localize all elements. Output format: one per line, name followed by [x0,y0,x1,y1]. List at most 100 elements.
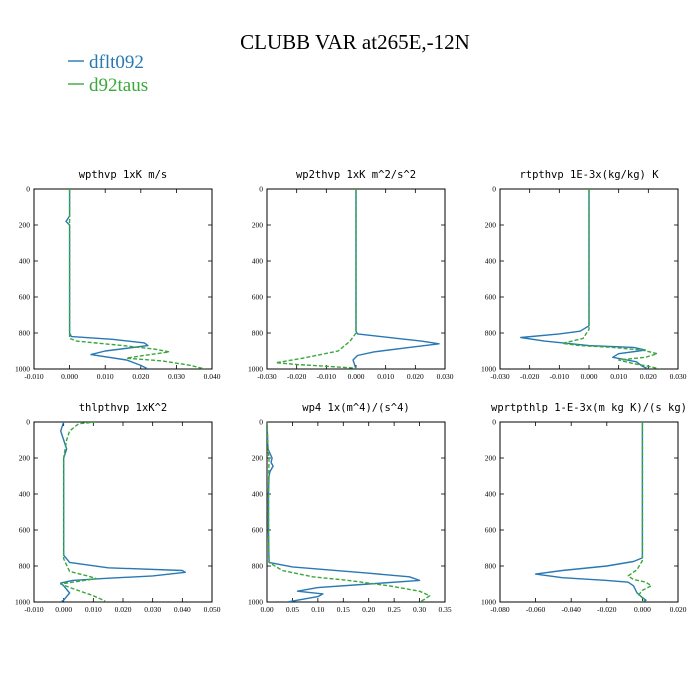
x-tick-label: 0.010 [85,605,102,614]
x-tick-label: 0.25 [388,605,401,614]
y-tick-label: 200 [19,221,31,230]
series-line-d92taus [275,189,357,369]
x-tick-label: 0.010 [97,372,114,381]
legend-label-d92taus: d92taus [89,75,148,96]
panel-title: wpthvp 1xK m/s [79,169,168,181]
y-tick-label: 1000 [248,365,263,374]
y-tick-label: 600 [252,293,264,302]
y-tick-label: 200 [19,454,31,463]
x-tick-label: 0.030 [437,372,454,381]
x-tick-label: -0.030 [257,372,277,381]
y-tick-label: 0 [492,185,496,194]
y-tick-label: 1000 [481,365,496,374]
x-tick-label: 0.040 [204,372,221,381]
y-tick-label: 800 [485,329,497,338]
x-tick-label: -0.010 [24,372,44,381]
x-tick-label: 0.000 [634,605,651,614]
y-tick-label: 600 [19,526,31,535]
y-tick-label: 200 [252,454,264,463]
x-tick-label: 0.020 [132,372,149,381]
panel-6: wprtpthlp 1-E-3x(m kg K)/(s kg) -0.080 -0.… [481,402,687,614]
series-line-dflt092 [60,422,186,602]
y-tick-label: 400 [19,490,31,499]
series-line-d92taus [267,422,431,602]
series-line-d92taus [60,422,106,602]
legend-label-dflt092: dflt092 [89,52,144,73]
y-tick-label: 400 [19,257,31,266]
y-tick-label: 400 [485,490,497,499]
y-tick-label: 0 [259,418,263,427]
y-tick-label: 200 [485,221,497,230]
x-tick-label: 0.10 [311,605,324,614]
y-tick-label: 0 [26,418,30,427]
y-tick-label: 600 [485,293,497,302]
panel-3: rtpthvp 1E-3x(kg/kg) K -0.030 -0.020 -0.010… [481,169,687,381]
y-tick-label: 800 [252,329,264,338]
x-tick-label: 0.000 [581,372,598,381]
x-tick-label: 0.000 [55,605,72,614]
plot-frame [266,421,446,603]
panel-title: wp2thvp 1xK m^2/s^2 [296,169,416,181]
x-tick-label: 0.00 [260,605,273,614]
panel-1: wpthvp 1xK m/s -0.010 0.000 0.010 0.020 0.030… [15,169,221,381]
x-tick-label: -0.060 [526,605,546,614]
x-tick-label: 0.030 [144,605,161,614]
y-tick-label: 1000 [15,365,30,374]
plot-frame [33,421,213,603]
y-tick-label: 200 [252,221,264,230]
x-tick-label: 0.30 [413,605,426,614]
x-tick-label: -0.030 [490,372,510,381]
x-tick-label: 0.030 [168,372,185,381]
x-tick-label: 0.20 [362,605,375,614]
y-tick-label: 800 [252,562,264,571]
x-tick-label: -0.010 [24,605,44,614]
y-tick-label: 1000 [481,598,496,607]
x-tick-label: 0.000 [61,372,78,381]
panel-title: thlpthvp 1xK^2 [79,402,168,414]
x-tick-label: -0.020 [520,372,540,381]
y-tick-label: 400 [252,490,264,499]
figure-title: CLUBB VAR at265E,-12N [240,30,470,54]
y-tick-label: 800 [19,329,31,338]
x-tick-label: 0.05 [286,605,299,614]
series-line-d92taus [68,189,206,369]
panel-5: wp4 1x(m^4)/(s^4) 0.00 0.05 0.10 0.15 0.20 0.2… [248,402,452,614]
plot-frame [33,188,213,370]
x-tick-label: 0.010 [610,372,627,381]
panel-title: wp4 1x(m^4)/(s^4) [302,402,409,414]
series-line-dflt092 [352,189,440,369]
x-tick-label: 0.010 [377,372,394,381]
y-tick-label: 600 [485,526,497,535]
y-tick-label: 600 [252,526,264,535]
panel-title: wprtpthlp 1-E-3x(m kg K)/(s kg) [491,402,687,414]
x-tick-label: 0.020 [407,372,424,381]
x-tick-label: 0.35 [438,605,451,614]
y-tick-label: 0 [259,185,263,194]
y-tick-label: 400 [252,257,264,266]
x-tick-label: -0.020 [287,372,307,381]
x-tick-label: -0.010 [550,372,570,381]
legend: dflt092 d92taus [68,52,148,96]
x-tick-label: 0.020 [670,605,687,614]
y-tick-label: 1000 [248,598,263,607]
series-line-d92taus [627,422,652,602]
y-tick-label: 400 [485,257,497,266]
panel-title: rtpthvp 1E-3x(kg/kg) K [519,169,659,181]
plot-frame [499,421,679,603]
panels: wpthvp 1xK m/s-0.010 0.000 0.010 0.020 0.030… [15,169,687,614]
y-tick-label: 1000 [15,598,30,607]
y-tick-label: 0 [492,418,496,427]
series-line-dflt092 [267,422,421,602]
x-tick-label: 0.15 [337,605,350,614]
y-tick-label: 200 [485,454,497,463]
x-tick-label: -0.020 [597,605,617,614]
series-line-dflt092 [520,189,649,369]
x-tick-label: 0.000 [348,372,365,381]
x-tick-label: 0.020 [640,372,657,381]
y-tick-label: 800 [485,562,497,571]
series-line-dflt092 [65,189,149,369]
x-tick-label: -0.080 [490,605,510,614]
x-tick-label: -0.040 [562,605,582,614]
panel-2: wp2thvp 1xK m^2/s^2 -0.030 -0.020 -0.010 0.0… [248,169,454,381]
